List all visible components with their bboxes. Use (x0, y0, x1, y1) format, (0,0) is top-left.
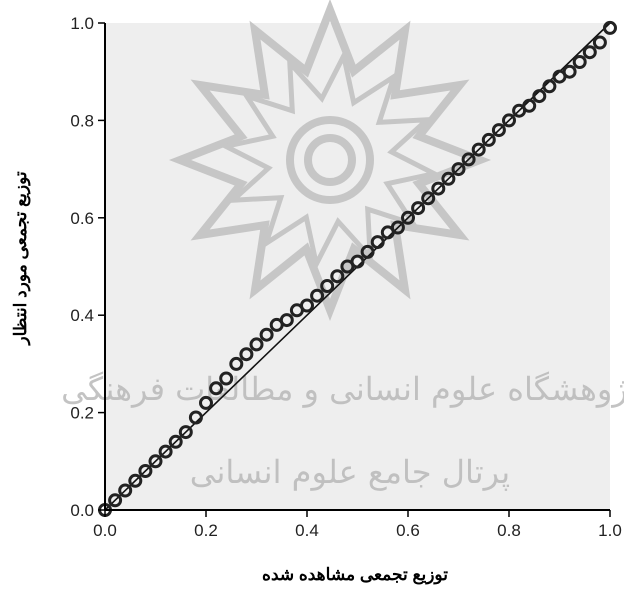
data-point (481, 132, 496, 147)
x-tick-label: 0.4 (295, 521, 319, 540)
data-point (441, 171, 456, 186)
data-point (572, 55, 587, 69)
watermark-text-line1: پژوهشگاه علوم انسانی و مطالعات فرهنگی (61, 370, 624, 408)
data-point (168, 434, 183, 449)
data-point (188, 410, 203, 425)
y-axis-title: توزیع تجمعی مورد انتظار (11, 171, 31, 346)
x-tick-label: 0.6 (396, 521, 420, 540)
data-point (219, 371, 234, 386)
data-point (370, 235, 385, 250)
data-point (259, 327, 274, 342)
x-tick-label: 0.0 (93, 521, 117, 540)
data-point (239, 347, 254, 362)
y-tick-label: 0.4 (70, 306, 94, 325)
data-point (451, 162, 466, 177)
data-point (522, 98, 537, 113)
y-tick-label: 1.0 (70, 14, 94, 33)
data-point (431, 181, 446, 196)
data-point (108, 493, 123, 508)
x-axis-ticks: 0.0 0.2 0.4 0.6 0.8 1.0 (93, 510, 622, 540)
x-axis-title: توزیع تجمعی مشاهده شده (262, 565, 448, 585)
data-point (350, 254, 365, 269)
data-point (300, 298, 314, 313)
data-point (199, 395, 213, 410)
data-point (562, 64, 577, 79)
data-point (502, 113, 516, 128)
data-point (401, 210, 415, 225)
data-point (118, 483, 133, 498)
data-point (542, 79, 557, 94)
data-point (592, 35, 607, 50)
data-point (249, 337, 264, 352)
data-point (491, 123, 506, 138)
data-point (128, 473, 143, 488)
y-tick-label: 0.8 (70, 111, 94, 130)
data-point (390, 220, 405, 235)
data-point (532, 89, 547, 104)
x-tick-label: 1.0 (598, 521, 622, 540)
data-point (360, 244, 375, 259)
x-tick-label: 0.2 (194, 521, 218, 540)
data-point (471, 142, 486, 157)
data-point (461, 152, 476, 167)
y-tick-label: 0.6 (70, 209, 94, 228)
data-point (330, 269, 345, 284)
y-tick-label: 0.0 (70, 501, 94, 520)
x-tick-label: 0.8 (497, 521, 521, 540)
data-point (320, 279, 335, 293)
y-tick-label: 0.2 (70, 404, 94, 423)
data-point (279, 313, 294, 328)
data-point (229, 356, 244, 371)
y-axis-ticks: 0.0 0.2 0.4 0.6 0.8 1.0 (70, 14, 105, 520)
data-point (421, 191, 436, 206)
data-point (138, 464, 153, 478)
data-point (603, 20, 617, 35)
data-points (98, 20, 617, 517)
data-point (148, 454, 163, 469)
watermark-emblem (168, 0, 492, 322)
watermark-text-line2: پرتال جامع علوم انسانی (190, 453, 510, 491)
data-point (158, 444, 173, 459)
data-point (310, 288, 325, 303)
data-point (209, 381, 224, 396)
data-point (178, 425, 193, 440)
data-point (411, 201, 426, 216)
data-point (582, 45, 597, 60)
